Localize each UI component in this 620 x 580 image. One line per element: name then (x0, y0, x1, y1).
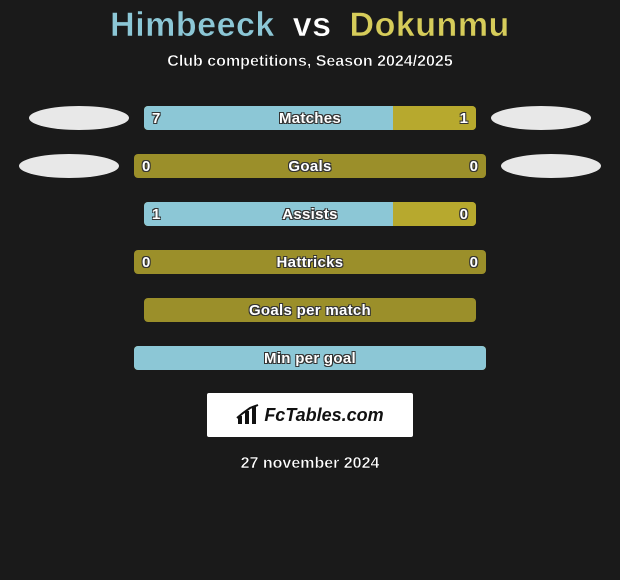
stat-bar: 00Hattricks (134, 250, 486, 274)
stat-row: 00Hattricks (0, 249, 620, 275)
stat-label: Hattricks (134, 250, 486, 274)
oval-slot-left (14, 154, 124, 178)
chart-icon (236, 404, 262, 426)
subtitle: Club competitions, Season 2024/2025 (167, 53, 452, 71)
logo-text: FcTables.com (264, 405, 383, 426)
comparison-card: Himbeeck vs Dokunmu Club competitions, S… (0, 0, 620, 580)
date-label: 27 november 2024 (241, 455, 380, 473)
stat-bar: 00Goals (134, 154, 486, 178)
stat-bar: 10Assists (144, 202, 476, 226)
oval-slot-right (496, 154, 606, 178)
stat-bar: Goals per match (144, 298, 476, 322)
stat-label: Goals per match (144, 298, 476, 322)
stat-row: 71Matches (0, 105, 620, 131)
stats-rows: 71Matches 00Goals 10Assists 00Hattricks Goal… (0, 105, 620, 371)
stat-row: 10Assists (0, 201, 620, 227)
oval-slot-left (24, 106, 134, 130)
stat-row: 00Goals (0, 153, 620, 179)
stat-label: Matches (144, 106, 476, 130)
page-title: Himbeeck vs Dokunmu (110, 6, 510, 45)
stat-bar: Min per goal (134, 346, 486, 370)
stat-label: Goals (134, 154, 486, 178)
player2-photo-placeholder (501, 154, 601, 178)
logo-box: FcTables.com (207, 393, 413, 437)
player1-photo-placeholder (29, 106, 129, 130)
stat-label: Min per goal (134, 346, 486, 370)
player2-photo-placeholder (491, 106, 591, 130)
stat-bar: 71Matches (144, 106, 476, 130)
vs-label: vs (293, 6, 332, 44)
oval-slot-right (486, 106, 596, 130)
stat-row: Min per goal (0, 345, 620, 371)
stat-label: Assists (144, 202, 476, 226)
player1-name: Himbeeck (110, 6, 275, 44)
player2-name: Dokunmu (350, 6, 510, 44)
stat-row: Goals per match (0, 297, 620, 323)
player1-photo-placeholder (19, 154, 119, 178)
